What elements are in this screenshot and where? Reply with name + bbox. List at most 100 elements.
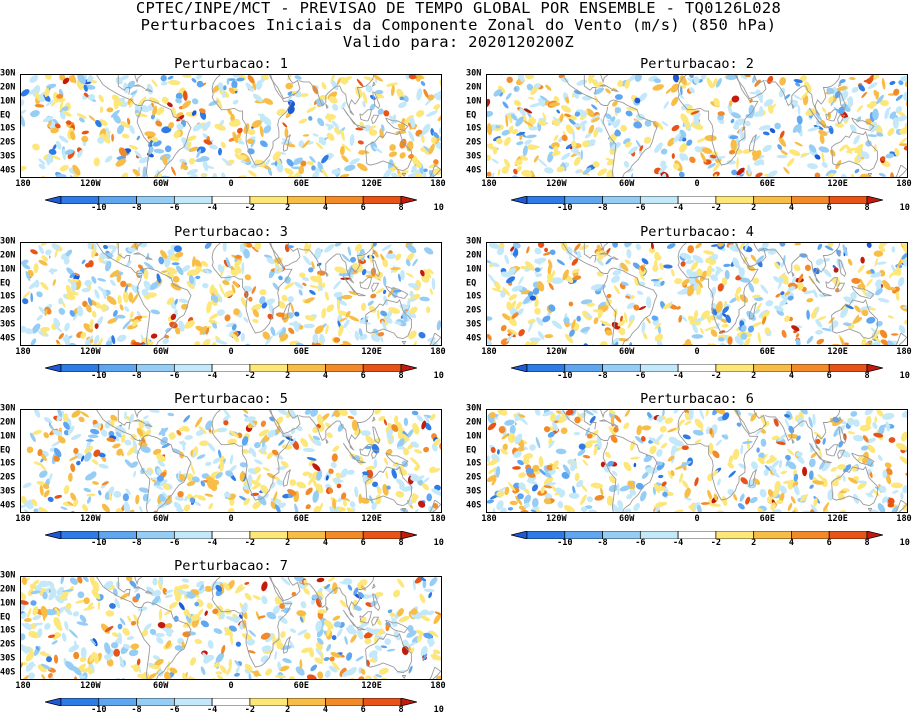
- wind-perturbation-blob: [50, 676, 55, 679]
- wind-perturbation-blob: [643, 136, 652, 144]
- coastline: [791, 271, 795, 278]
- wind-perturbation-blob: [298, 289, 303, 296]
- wind-perturbation-blob: [410, 441, 420, 448]
- wind-perturbation-blob: [891, 246, 896, 253]
- wind-perturbation-blob: [183, 415, 191, 423]
- wind-perturbation-blob: [841, 117, 850, 122]
- wind-perturbation-blob: [779, 243, 786, 247]
- colorbar-label: 10: [899, 203, 910, 213]
- wind-perturbation-blob: [340, 468, 348, 478]
- wind-perturbation-blob: [681, 445, 689, 450]
- wind-perturbation-blob: [548, 440, 555, 449]
- wind-perturbation-blob: [215, 472, 223, 479]
- wind-perturbation-blob: [33, 461, 42, 466]
- wind-perturbation-blob: [849, 124, 857, 133]
- wind-perturbation-blob: [237, 175, 247, 177]
- wind-perturbation-blob: [355, 127, 364, 131]
- wind-perturbation-blob: [550, 277, 564, 284]
- wind-perturbation-blob: [704, 326, 716, 331]
- wind-perturbation-blob: [303, 323, 315, 329]
- wind-perturbation-blob: [160, 250, 168, 259]
- wind-perturbation-blob: [340, 492, 347, 500]
- wind-perturbation-blob: [706, 312, 711, 324]
- wind-perturbation-blob: [777, 278, 784, 290]
- wind-perturbation-blob: [544, 334, 554, 339]
- wind-perturbation-blob: [388, 151, 398, 158]
- wind-perturbation-blob: [787, 286, 796, 292]
- wind-perturbation-blob: [685, 121, 690, 130]
- wind-perturbation-blob: [542, 411, 554, 417]
- wind-perturbation-blob: [707, 442, 714, 455]
- wind-perturbation-blob: [436, 675, 441, 679]
- wind-perturbation-blob: [512, 482, 521, 490]
- wind-perturbation-blob: [243, 316, 249, 323]
- wind-perturbation-blob: [35, 645, 40, 651]
- wind-perturbation-blob: [755, 428, 762, 436]
- wind-perturbation-blob: [175, 591, 182, 602]
- wind-perturbation-blob: [170, 282, 182, 291]
- longitude-label: 0: [228, 514, 234, 524]
- wind-perturbation-blob: [731, 112, 741, 119]
- wind-perturbation-blob: [716, 510, 725, 512]
- wind-perturbation-blob: [548, 282, 554, 291]
- wind-perturbation-blob: [204, 243, 212, 249]
- wind-perturbation-blob: [379, 628, 384, 636]
- wind-map: [20, 409, 442, 513]
- wind-perturbation-blob: [98, 490, 102, 496]
- wind-perturbation-blob: [423, 88, 429, 98]
- wind-perturbation-blob: [867, 444, 876, 454]
- wind-perturbation-blob: [516, 446, 525, 452]
- wind-perturbation-blob: [91, 459, 99, 465]
- wind-perturbation-blob: [487, 123, 493, 136]
- wind-perturbation-blob: [259, 289, 267, 296]
- wind-perturbation-blob: [555, 487, 563, 494]
- wind-perturbation-blob: [391, 424, 399, 433]
- wind-perturbation-blob: [516, 308, 524, 316]
- coastline: [211, 577, 293, 668]
- wind-perturbation-blob: [175, 327, 181, 335]
- wind-perturbation-blob: [42, 116, 54, 123]
- wind-perturbation-blob: [658, 165, 668, 174]
- colorbar-segment: [753, 196, 792, 204]
- wind-perturbation-blob: [548, 259, 553, 269]
- wind-perturbation-blob: [202, 282, 209, 289]
- wind-perturbation-blob: [59, 75, 66, 81]
- wind-perturbation-blob: [109, 602, 116, 609]
- wind-perturbation-blob: [600, 487, 604, 496]
- wind-perturbation-blob: [251, 246, 259, 253]
- wind-perturbation-blob: [108, 492, 112, 501]
- wind-perturbation-blob: [254, 442, 261, 449]
- wind-perturbation-blob: [84, 279, 92, 287]
- wind-perturbation-blob: [46, 656, 52, 663]
- wind-perturbation-blob: [244, 343, 251, 345]
- wind-perturbation-blob: [127, 247, 136, 253]
- coastline: [117, 410, 131, 430]
- coastline: [501, 243, 658, 345]
- wind-perturbation-blob: [693, 309, 699, 321]
- wind-perturbation-blob: [860, 445, 869, 451]
- colorbar-label: -2: [244, 538, 255, 548]
- wind-perturbation-blob: [644, 119, 652, 127]
- wind-perturbation-blob: [277, 615, 288, 624]
- wind-perturbation-blob: [887, 286, 897, 291]
- wind-perturbation-blob: [624, 410, 631, 417]
- wind-perturbation-blob: [808, 470, 814, 480]
- wind-perturbation-blob: [243, 498, 251, 506]
- wind-perturbation-blob: [165, 589, 174, 594]
- wind-perturbation-blob: [306, 457, 317, 461]
- wind-perturbation-blob: [556, 109, 560, 114]
- wind-perturbation-blob: [21, 633, 26, 641]
- colorbar-label: 4: [322, 705, 328, 715]
- wind-perturbation-blob: [116, 314, 126, 319]
- coastline: [831, 298, 878, 340]
- wind-perturbation-blob: [837, 509, 847, 512]
- wind-perturbation-blob: [626, 494, 633, 500]
- wind-perturbation-blob: [169, 667, 178, 674]
- wind-perturbation-blob: [191, 476, 200, 483]
- wind-perturbation-blob: [264, 632, 275, 643]
- wind-perturbation-blob: [873, 89, 879, 98]
- wind-perturbation-blob: [708, 260, 717, 265]
- wind-perturbation-blob: [39, 470, 48, 478]
- wind-perturbation-blob: [338, 324, 344, 337]
- wind-perturbation-blob: [177, 491, 184, 498]
